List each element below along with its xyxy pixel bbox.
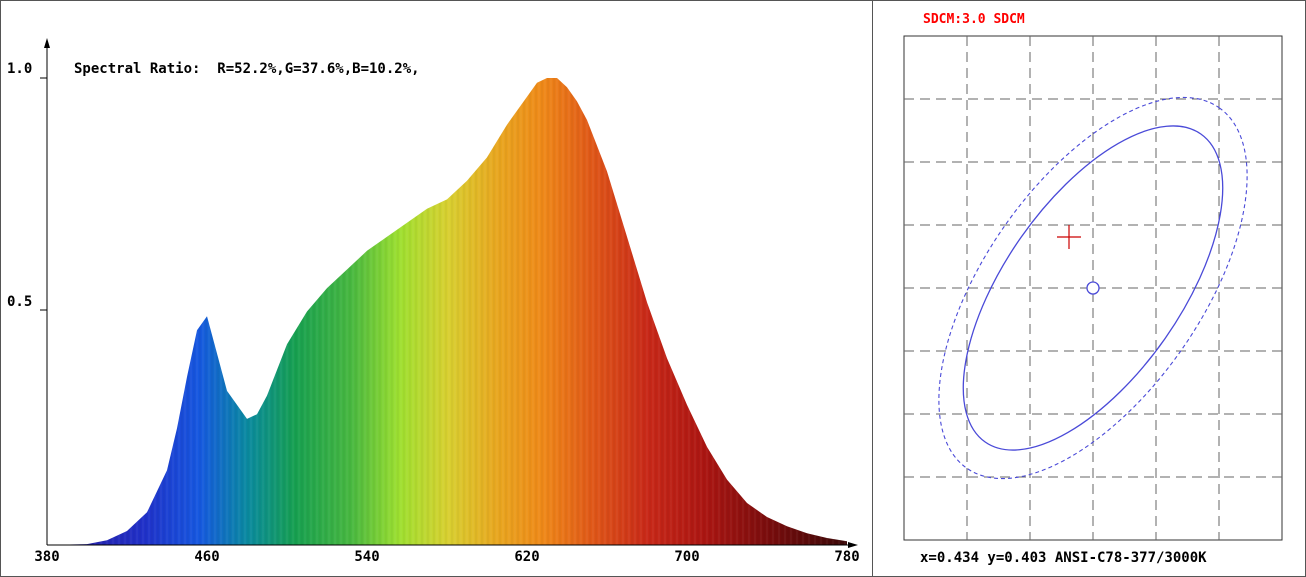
x-tick-label-540: 540	[354, 549, 379, 565]
spectrum-stripes	[47, 78, 846, 545]
x-tick-label-700: 700	[674, 549, 699, 565]
x-tick-label-620: 620	[514, 549, 539, 565]
x-tick-label-460: 460	[194, 549, 219, 565]
x-tick-label-380: 380	[34, 549, 59, 565]
spectrum-chart: 0.5 1.0 380 460 540 620 700 780 Spectral…	[7, 38, 860, 565]
x-tick-label-780: 780	[834, 549, 859, 565]
panel-divider	[872, 0, 873, 577]
y-axis-arrow	[44, 38, 50, 48]
y-tick-label-0.5: 0.5	[7, 294, 32, 310]
x-axis-arrow	[848, 542, 858, 548]
spectral-ratio-title: Spectral Ratio: R=52.2%,G=37.6%,B=10.2%,	[74, 61, 420, 77]
y-tick-label-1.0: 1.0	[7, 61, 32, 77]
spectrum-area	[47, 78, 847, 545]
